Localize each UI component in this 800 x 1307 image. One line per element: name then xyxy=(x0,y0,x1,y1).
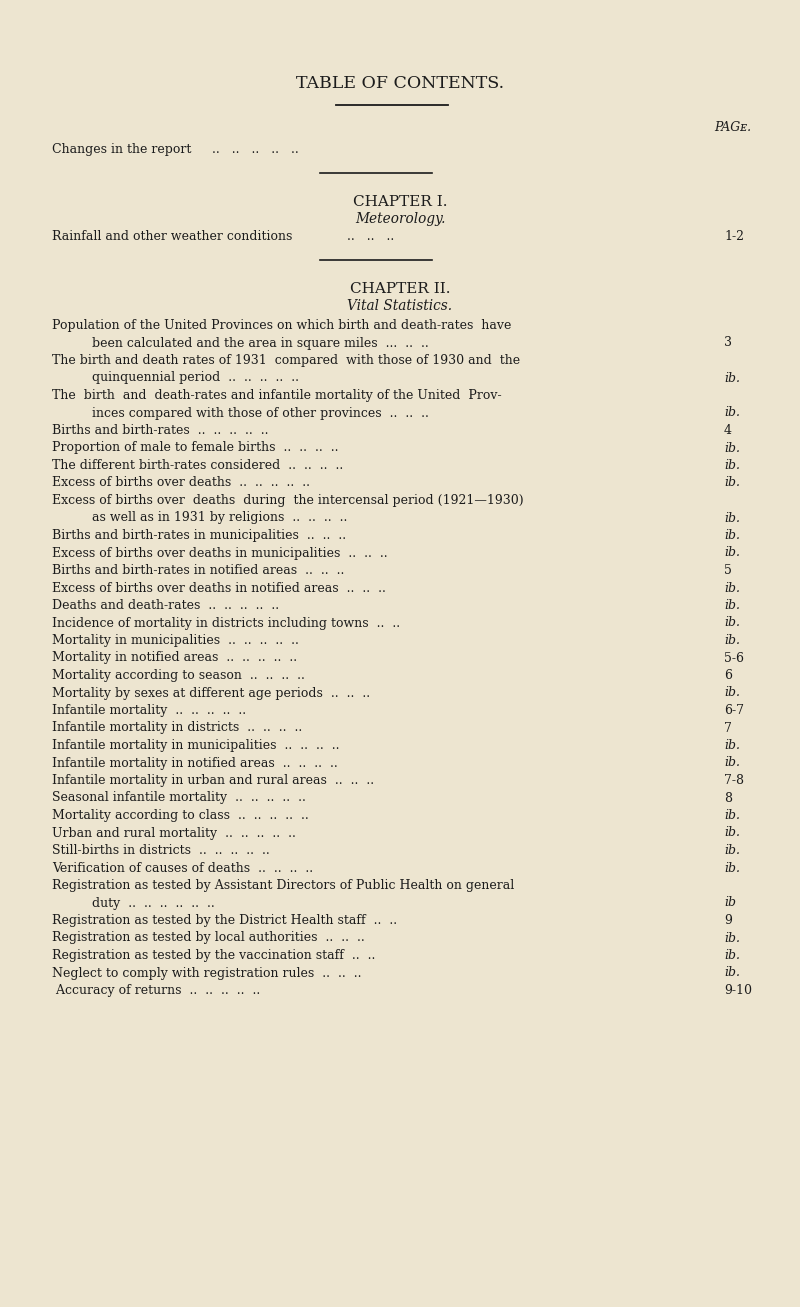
Text: ib.: ib. xyxy=(724,511,740,524)
Text: Excess of births over deaths in notified areas  ..  ..  ..: Excess of births over deaths in notified… xyxy=(52,582,386,595)
Text: Excess of births over deaths  ..  ..  ..  ..  ..: Excess of births over deaths .. .. .. ..… xyxy=(52,477,310,490)
Text: The  birth  and  death-rates and infantile mortality of the United  Prov-: The birth and death-rates and infantile … xyxy=(52,389,502,403)
Text: Mortality by sexes at different age periods  ..  ..  ..: Mortality by sexes at different age peri… xyxy=(52,686,370,699)
Text: ib.: ib. xyxy=(724,406,740,420)
Text: Infantile mortality in urban and rural areas  ..  ..  ..: Infantile mortality in urban and rural a… xyxy=(52,774,374,787)
Text: Meteorology.: Meteorology. xyxy=(354,212,446,226)
Text: PAGᴇ.: PAGᴇ. xyxy=(714,122,751,135)
Text: Births and birth-rates  ..  ..  ..  ..  ..: Births and birth-rates .. .. .. .. .. xyxy=(52,423,269,437)
Text: Infantile mortality  ..  ..  ..  ..  ..: Infantile mortality .. .. .. .. .. xyxy=(52,704,246,718)
Text: quinquennial period  ..  ..  ..  ..  ..: quinquennial period .. .. .. .. .. xyxy=(76,371,299,384)
Text: Mortality according to class  ..  ..  ..  ..  ..: Mortality according to class .. .. .. ..… xyxy=(52,809,309,822)
Text: Births and birth-rates in municipalities  ..  ..  ..: Births and birth-rates in municipalities… xyxy=(52,529,346,542)
Text: Population of the United Provinces on which birth and death-rates  have: Population of the United Provinces on wh… xyxy=(52,319,511,332)
Text: ib.: ib. xyxy=(724,809,740,822)
Text: ib.: ib. xyxy=(724,932,740,945)
Text: ib.: ib. xyxy=(724,757,740,770)
Text: Excess of births over  deaths  during  the intercensal period (1921—1930): Excess of births over deaths during the … xyxy=(52,494,524,507)
Text: inces compared with those of other provinces  ..  ..  ..: inces compared with those of other provi… xyxy=(76,406,429,420)
Text: Registration as tested by Assistant Directors of Public Health on general: Registration as tested by Assistant Dire… xyxy=(52,880,514,891)
Text: Mortality in notified areas  ..  ..  ..  ..  ..: Mortality in notified areas .. .. .. .. … xyxy=(52,651,297,664)
Text: ib.: ib. xyxy=(724,529,740,542)
Text: 7: 7 xyxy=(724,721,732,735)
Text: 3: 3 xyxy=(724,336,732,349)
Text: ib.: ib. xyxy=(724,844,740,857)
Text: TABLE OF CONTENTS.: TABLE OF CONTENTS. xyxy=(296,74,504,91)
Text: ib.: ib. xyxy=(724,949,740,962)
Text: ..   ..   ..   ..   ..: .. .. .. .. .. xyxy=(212,142,298,156)
Text: ib.: ib. xyxy=(724,582,740,595)
Text: ib.: ib. xyxy=(724,599,740,612)
Text: 4: 4 xyxy=(724,423,732,437)
Text: Incidence of mortality in districts including towns  ..  ..: Incidence of mortality in districts incl… xyxy=(52,617,400,630)
Text: as well as in 1931 by religions  ..  ..  ..  ..: as well as in 1931 by religions .. .. ..… xyxy=(76,511,347,524)
Text: Deaths and death-rates  ..  ..  ..  ..  ..: Deaths and death-rates .. .. .. .. .. xyxy=(52,599,279,612)
Text: ib.: ib. xyxy=(724,861,740,874)
Text: ib.: ib. xyxy=(724,966,740,979)
Text: The birth and death rates of 1931  compared  with those of 1930 and  the: The birth and death rates of 1931 compar… xyxy=(52,354,520,367)
Text: ib.: ib. xyxy=(724,634,740,647)
Text: 7-8: 7-8 xyxy=(724,774,744,787)
Text: Neglect to comply with registration rules  ..  ..  ..: Neglect to comply with registration rule… xyxy=(52,966,362,979)
Text: Changes in the report: Changes in the report xyxy=(52,142,191,156)
Text: 8: 8 xyxy=(724,792,732,805)
Text: Infantile mortality in municipalities  ..  ..  ..  ..: Infantile mortality in municipalities ..… xyxy=(52,738,339,752)
Text: Infantile mortality in notified areas  ..  ..  ..  ..: Infantile mortality in notified areas ..… xyxy=(52,757,338,770)
Text: 6-7: 6-7 xyxy=(724,704,744,718)
Text: Urban and rural mortality  ..  ..  ..  ..  ..: Urban and rural mortality .. .. .. .. .. xyxy=(52,826,296,839)
Text: ..   ..   ..: .. .. .. xyxy=(347,230,394,243)
Text: 6: 6 xyxy=(724,669,732,682)
Text: Proportion of male to female births  ..  ..  ..  ..: Proportion of male to female births .. .… xyxy=(52,442,338,455)
Text: Registration as tested by the District Health staff  ..  ..: Registration as tested by the District H… xyxy=(52,914,397,927)
Text: Still-births in districts  ..  ..  ..  ..  ..: Still-births in districts .. .. .. .. .. xyxy=(52,844,270,857)
Text: ib.: ib. xyxy=(724,459,740,472)
Text: ib.: ib. xyxy=(724,371,740,384)
Text: duty  ..  ..  ..  ..  ..  ..: duty .. .. .. .. .. .. xyxy=(76,897,214,910)
Text: 1-2: 1-2 xyxy=(724,230,744,243)
Text: ib.: ib. xyxy=(724,477,740,490)
Text: Accuracy of returns  ..  ..  ..  ..  ..: Accuracy of returns .. .. .. .. .. xyxy=(52,984,260,997)
Text: 5: 5 xyxy=(724,565,732,576)
Text: ib.: ib. xyxy=(724,617,740,630)
Text: Verification of causes of deaths  ..  ..  ..  ..: Verification of causes of deaths .. .. .… xyxy=(52,861,313,874)
Text: CHAPTER I.: CHAPTER I. xyxy=(353,195,447,209)
Text: 5-6: 5-6 xyxy=(724,651,744,664)
Text: CHAPTER II.: CHAPTER II. xyxy=(350,282,450,295)
Text: 9: 9 xyxy=(724,914,732,927)
Text: Mortality according to season  ..  ..  ..  ..: Mortality according to season .. .. .. .… xyxy=(52,669,305,682)
Text: ib.: ib. xyxy=(724,738,740,752)
Text: Registration as tested by local authorities  ..  ..  ..: Registration as tested by local authorit… xyxy=(52,932,365,945)
Text: ib.: ib. xyxy=(724,826,740,839)
Text: ib.: ib. xyxy=(724,442,740,455)
Text: Registration as tested by the vaccination staff  ..  ..: Registration as tested by the vaccinatio… xyxy=(52,949,375,962)
Text: Mortality in municipalities  ..  ..  ..  ..  ..: Mortality in municipalities .. .. .. .. … xyxy=(52,634,299,647)
Text: Excess of births over deaths in municipalities  ..  ..  ..: Excess of births over deaths in municipa… xyxy=(52,546,388,559)
Text: Rainfall and other weather conditions: Rainfall and other weather conditions xyxy=(52,230,292,243)
Text: ib: ib xyxy=(724,897,736,910)
Text: ib.: ib. xyxy=(724,686,740,699)
Text: Births and birth-rates in notified areas  ..  ..  ..: Births and birth-rates in notified areas… xyxy=(52,565,344,576)
Text: Vital Statistics.: Vital Statistics. xyxy=(347,299,453,312)
Text: been calculated and the area in square miles  ...  ..  ..: been calculated and the area in square m… xyxy=(76,336,429,349)
Text: The different birth-rates considered  ..  ..  ..  ..: The different birth-rates considered .. … xyxy=(52,459,343,472)
Text: Infantile mortality in districts  ..  ..  ..  ..: Infantile mortality in districts .. .. .… xyxy=(52,721,302,735)
Text: ib.: ib. xyxy=(724,546,740,559)
Text: Seasonal infantile mortality  ..  ..  ..  ..  ..: Seasonal infantile mortality .. .. .. ..… xyxy=(52,792,306,805)
Text: 9-10: 9-10 xyxy=(724,984,752,997)
